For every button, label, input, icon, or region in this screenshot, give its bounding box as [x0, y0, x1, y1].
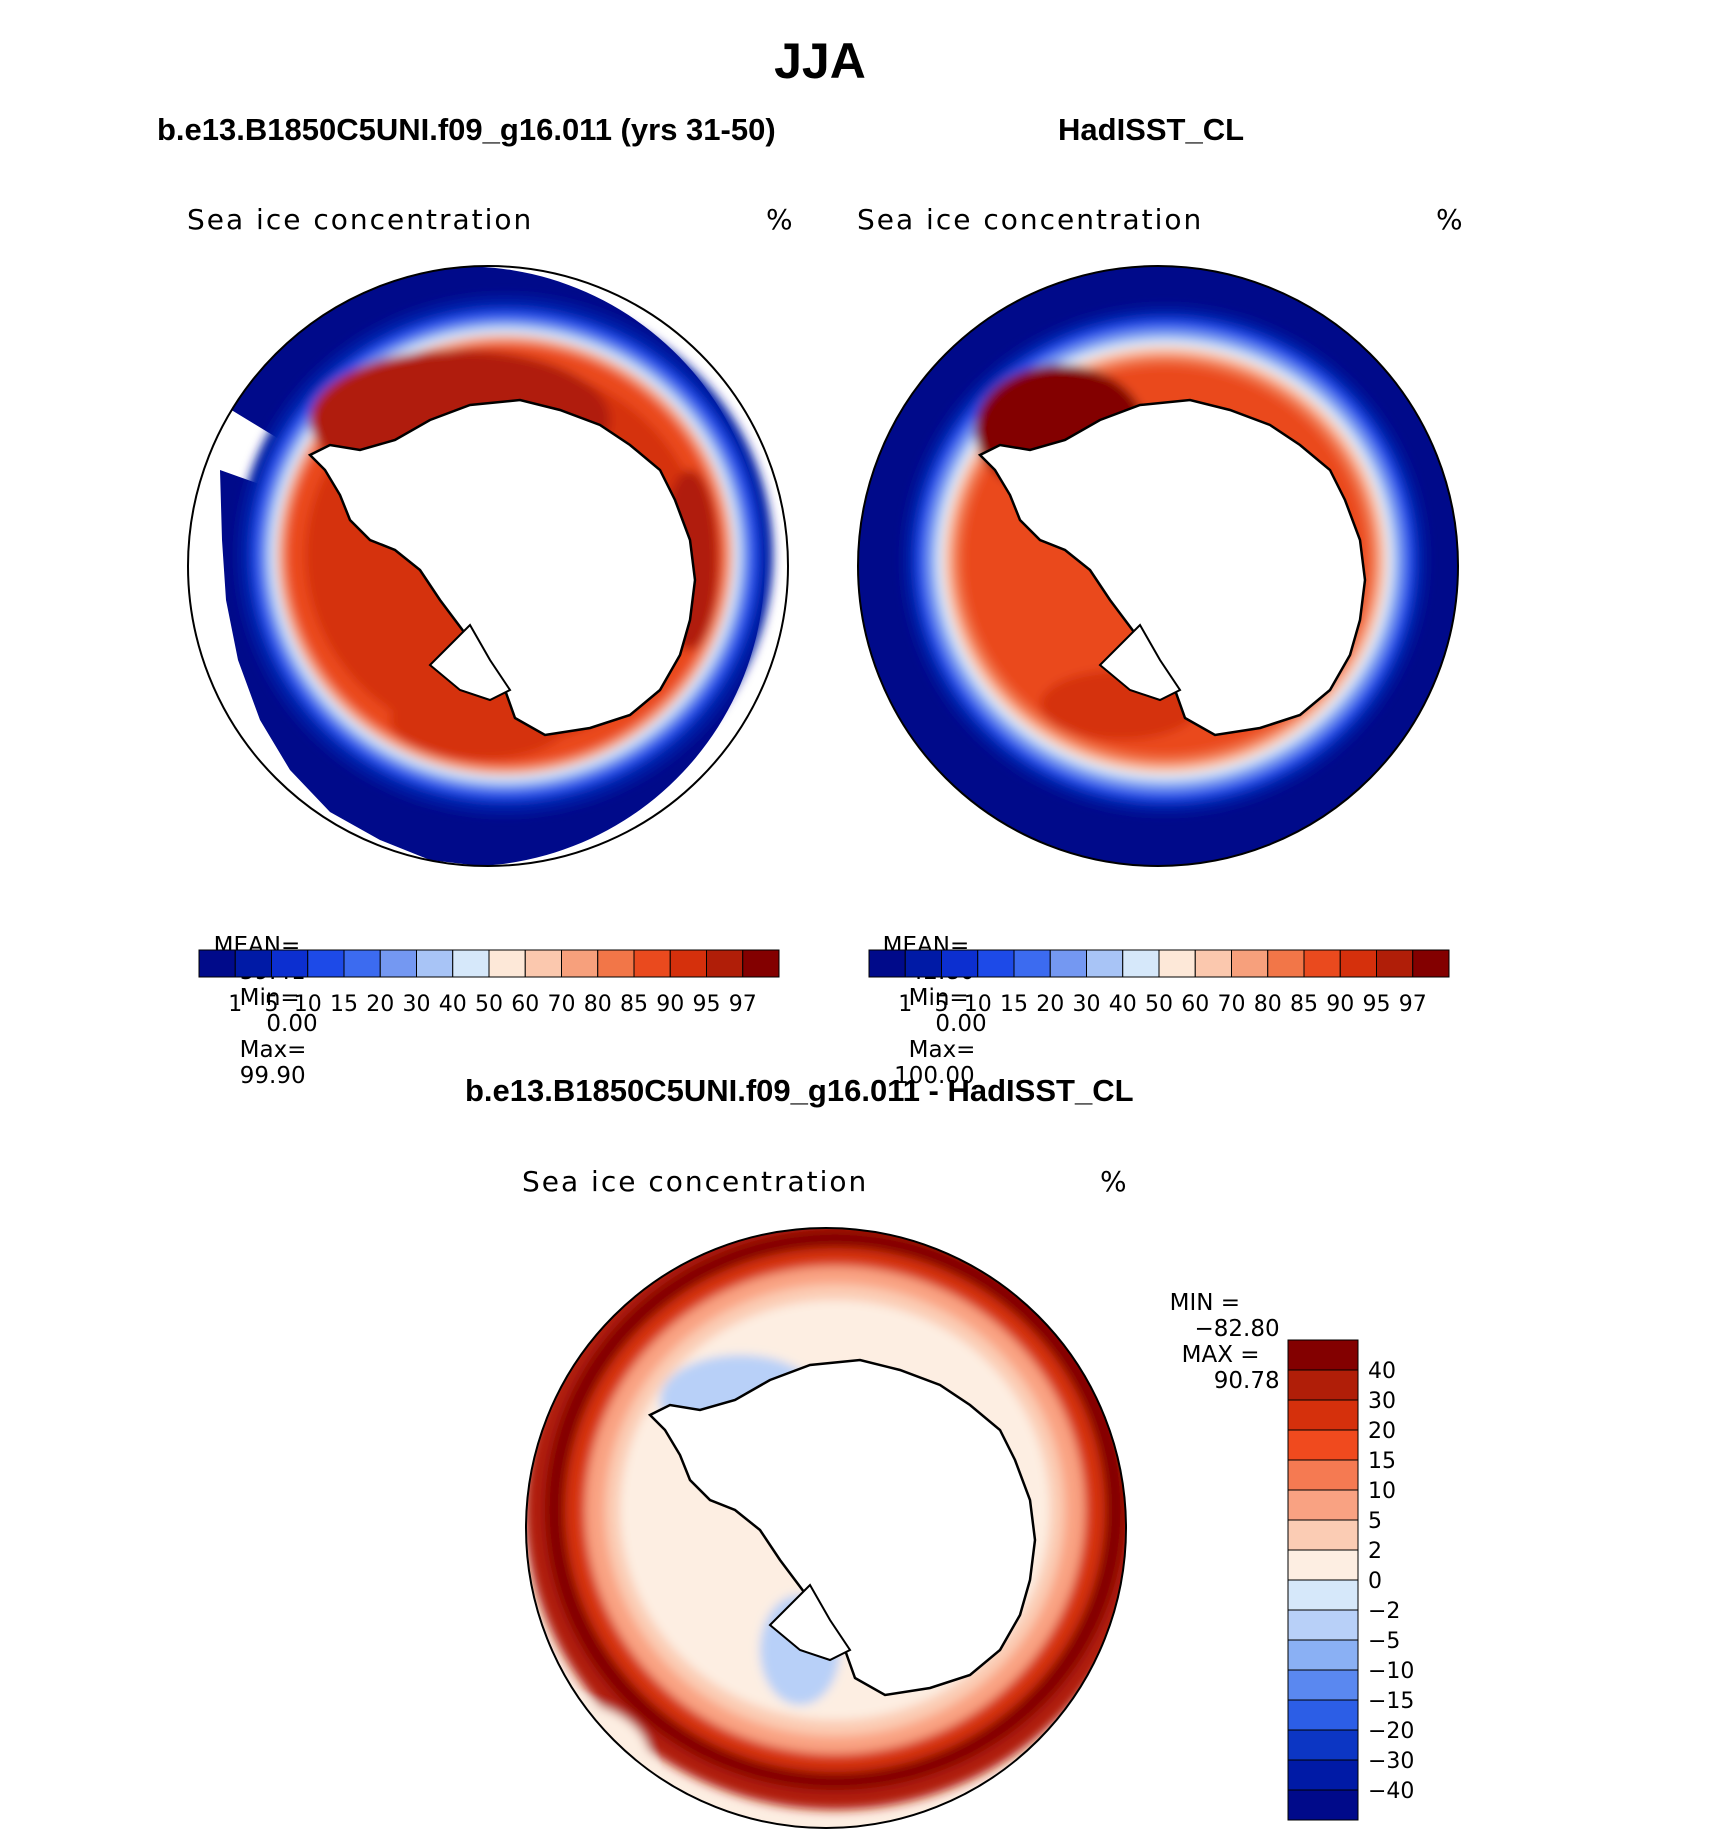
- left-max-label: Max=: [239, 1037, 307, 1063]
- diff-max-label: MAX =: [1181, 1342, 1260, 1368]
- right-field-label: Sea ice concentration: [857, 203, 1204, 236]
- left-units-label: %: [766, 203, 795, 236]
- diff-min-value: −82.80: [1194, 1316, 1280, 1342]
- antarctica-landmass: [307, 398, 697, 737]
- diff-units-label: %: [1100, 1165, 1129, 1198]
- right-max-value: 100.00: [894, 1063, 975, 1089]
- right-units-label: %: [1436, 203, 1465, 236]
- diff-panel-title: b.e13.B1850C5UNI.f09_g16.011 - HadISST_C…: [465, 1073, 1134, 1108]
- right-max-label: Max=: [908, 1037, 976, 1063]
- left-min-label: Min=: [239, 985, 300, 1011]
- left-polar-map: [187, 265, 789, 867]
- right-min-value: 0.00: [935, 1011, 987, 1037]
- diff-min-label: MIN =: [1169, 1290, 1241, 1316]
- diff-stats: MIN = −82.80 MAX = 90.78: [1155, 1264, 1280, 1394]
- left-field-label: Sea ice concentration: [187, 203, 534, 236]
- diff-polar-map: [525, 1227, 1127, 1829]
- left-panel-title: b.e13.B1850C5UNI.f09_g16.011 (yrs 31-50): [157, 112, 776, 147]
- left-max-value: 99.90: [239, 1063, 306, 1089]
- right-stats: MEAN= 42.80 Min= 0.00 Max= 100.00: [868, 907, 987, 1089]
- diff-field-label: Sea ice concentration: [522, 1165, 869, 1198]
- left-min-value: 0.00: [266, 1011, 318, 1037]
- page-title: JJA: [774, 33, 866, 89]
- right-min-label: Min=: [908, 985, 969, 1011]
- right-polar-map: [857, 265, 1459, 867]
- antarctica-landmass: [647, 1358, 1037, 1697]
- antarctica-landmass: [977, 398, 1367, 737]
- diff-max-value: 90.78: [1213, 1368, 1280, 1394]
- right-panel-title: HadISST_CL: [1058, 112, 1245, 147]
